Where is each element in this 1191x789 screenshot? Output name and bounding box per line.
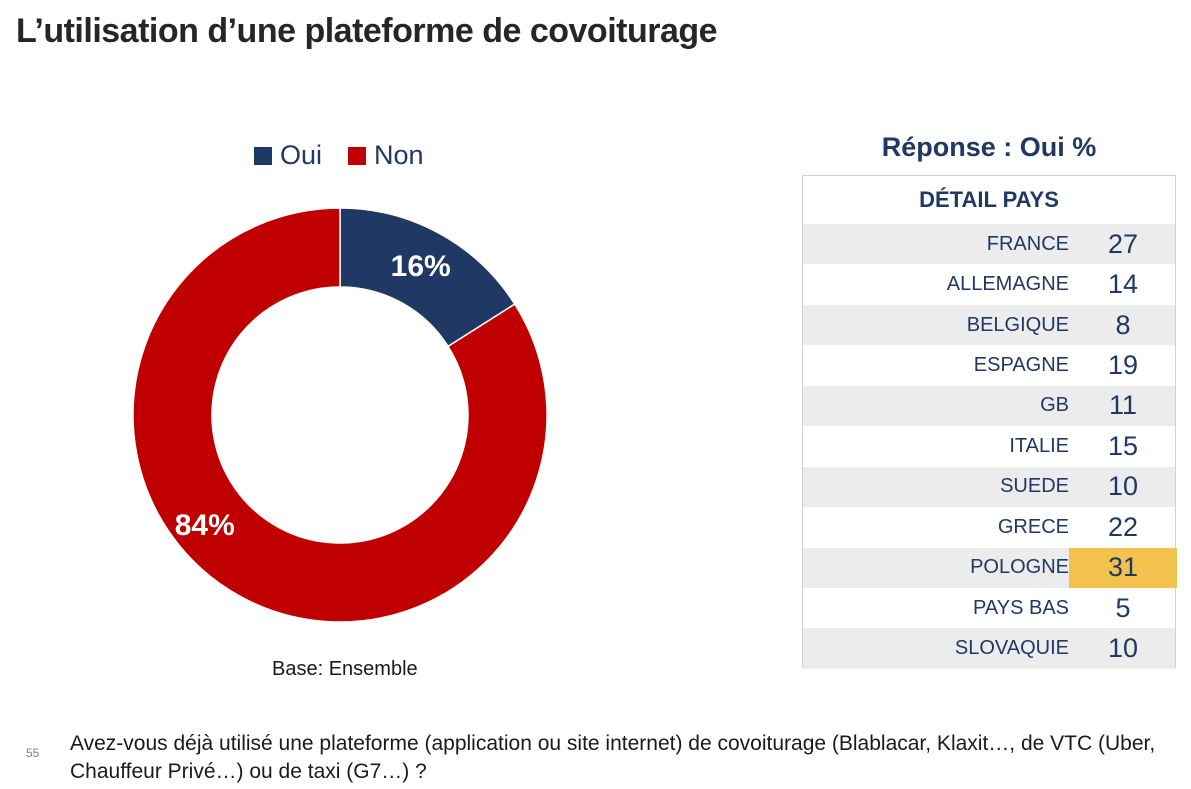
country-value: 5 <box>1115 592 1131 623</box>
country-label: BELGIQUE <box>966 313 1069 336</box>
country-value: 19 <box>1107 350 1139 381</box>
country-table: DÉTAIL PAYS FRANCE 27 ALLEMAGNE 14 BELGIQUE 8… <box>802 175 1177 669</box>
legend-label-non: Non <box>374 140 424 170</box>
country-label: ESPAGNE <box>973 354 1069 377</box>
country-value-highlighted: 31 <box>1069 547 1177 588</box>
table-row: FRANCE 27 <box>803 224 1175 265</box>
country-value: 22 <box>1107 511 1139 542</box>
table-row: ALLEMAGNE 14 <box>803 264 1175 304</box>
legend-swatch-oui <box>254 146 272 165</box>
table-title: Réponse : Oui % <box>881 132 1097 162</box>
country-value: 27 <box>1107 228 1139 259</box>
data-label-oui: 16% <box>391 250 451 283</box>
table-row: GRECE 22 <box>803 507 1175 547</box>
country-value: 11 <box>1108 390 1138 421</box>
legend-label-oui: Oui <box>280 140 323 170</box>
table-row: PAYS BAS 5 <box>803 588 1175 628</box>
country-label: GRECE <box>997 515 1069 538</box>
legend-item-oui: Oui <box>254 140 322 171</box>
country-value: 14 <box>1107 269 1139 300</box>
country-label: ALLEMAGNE <box>946 273 1069 296</box>
donut-slice-non <box>132 207 548 623</box>
legend-item-non: Non <box>348 140 424 171</box>
country-value: 8 <box>1115 309 1131 340</box>
country-label: POLOGNE <box>970 556 1069 579</box>
table-row: SLOVAQUIE 10 <box>803 628 1175 669</box>
table-row: ESPAGNE 19 <box>803 345 1175 385</box>
table-row: SUEDE 10 <box>803 466 1175 508</box>
page-title: L’utilisation d’une plateforme de covoit… <box>16 12 718 50</box>
country-value: 10 <box>1107 633 1139 664</box>
survey-question: Avez-vous déjà utilisé une plateforme (a… <box>70 732 1156 783</box>
donut-chart: 16% 84% <box>132 207 548 623</box>
chart-legend: Oui Non <box>254 140 424 171</box>
data-label-non: 84% <box>175 509 235 542</box>
base-note: Base: Ensemble <box>272 658 418 680</box>
page-number: 55 <box>26 746 40 760</box>
country-label: SUEDE <box>1000 475 1069 498</box>
table-row: ITALIE 15 <box>803 426 1175 466</box>
table-row: POLOGNE 31 <box>803 547 1177 588</box>
table-row: BELGIQUE 8 <box>803 304 1175 346</box>
table-row: GB 11 <box>803 385 1175 427</box>
country-label: GB <box>1040 394 1069 417</box>
country-label: ITALIE <box>1009 434 1069 457</box>
country-label: FRANCE <box>986 232 1069 255</box>
country-label: PAYS BAS <box>973 596 1069 619</box>
country-value: 10 <box>1107 471 1139 502</box>
table-header: DÉTAIL PAYS <box>919 187 1059 212</box>
country-value: 15 <box>1107 430 1139 461</box>
country-label: SLOVAQUIE <box>954 637 1069 660</box>
table-body: FRANCE 27 ALLEMAGNE 14 BELGIQUE 8 ESPAGNE 19 GB 1… <box>803 224 1177 669</box>
legend-swatch-non <box>348 146 367 165</box>
